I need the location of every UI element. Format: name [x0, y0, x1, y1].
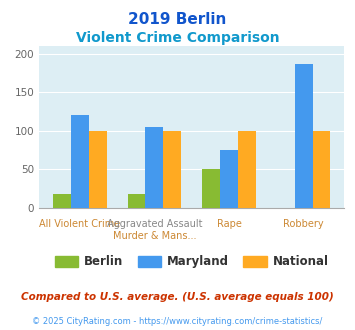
Text: Aggravated Assault: Aggravated Assault — [106, 219, 202, 229]
Bar — [89, 131, 106, 208]
Legend: Berlin, Maryland, National: Berlin, Maryland, National — [50, 251, 333, 273]
Title: 2019 Berlin
Violent Crime Comparison: 2019 Berlin Violent Crime Comparison — [0, 329, 1, 330]
Text: 2019 Berlin: 2019 Berlin — [128, 12, 227, 26]
Bar — [238, 131, 256, 208]
Bar — [202, 169, 220, 208]
Bar — [163, 131, 181, 208]
Bar — [53, 194, 71, 208]
Bar — [146, 127, 163, 208]
Text: Violent Crime Comparison: Violent Crime Comparison — [76, 31, 279, 45]
Text: All Violent Crime: All Violent Crime — [39, 219, 120, 229]
Bar — [312, 131, 331, 208]
Text: Murder & Mans...: Murder & Mans... — [113, 231, 196, 241]
Bar — [295, 64, 312, 208]
Text: Robbery: Robbery — [283, 219, 324, 229]
Bar — [220, 150, 238, 208]
Bar — [127, 194, 146, 208]
Text: © 2025 CityRating.com - https://www.cityrating.com/crime-statistics/: © 2025 CityRating.com - https://www.city… — [32, 317, 323, 326]
Text: Compared to U.S. average. (U.S. average equals 100): Compared to U.S. average. (U.S. average … — [21, 292, 334, 302]
Bar — [71, 115, 89, 208]
Text: Rape: Rape — [217, 219, 241, 229]
